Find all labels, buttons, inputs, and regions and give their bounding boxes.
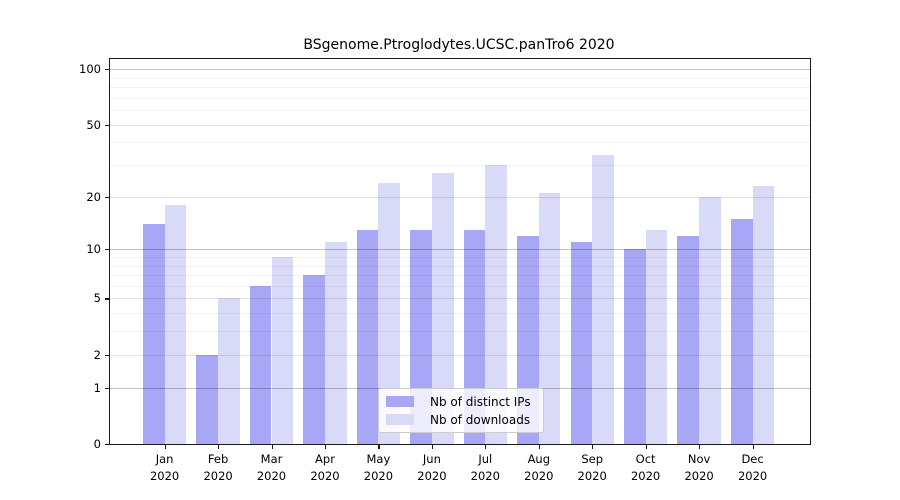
- bar-nov-downloads: [699, 196, 721, 444]
- legend-entry-distinct-ips: Nb of distinct IPs: [386, 394, 543, 409]
- x-tick-label-oct: Oct 2020: [630, 452, 661, 483]
- x-tick-label-jul: Jul 2020: [470, 452, 500, 483]
- x-tick-label-mar: Mar 2020: [256, 452, 287, 483]
- bar-oct-downloads: [645, 229, 668, 444]
- bar-jan-ips: [142, 224, 165, 444]
- x-tick-jan: [164, 445, 166, 449]
- x-tick-sep: [592, 445, 594, 449]
- x-tick-mar: [271, 445, 273, 449]
- y-tick-label-10: 10: [86, 242, 101, 257]
- legend-swatch-distinct-ips: [386, 396, 414, 407]
- bar-jun-downloads: [431, 173, 454, 444]
- y-tick-label-100: 100: [79, 62, 101, 76]
- legend-label-distinct-ips: Nb of distinct IPs: [430, 394, 531, 409]
- y-tick-100: [105, 69, 110, 71]
- x-tick-label-jan: Jan 2020: [149, 452, 180, 483]
- y-tick-label-5: 5: [93, 291, 101, 306]
- x-tick-feb: [218, 445, 220, 449]
- x-tick-label-dec: Dec 2020: [737, 452, 768, 483]
- x-tick-label-jun: Jun 2020: [417, 452, 447, 483]
- bar-may-ips: [356, 229, 379, 444]
- bar-dec-downloads: [752, 185, 775, 444]
- y-tick-20: [105, 196, 110, 198]
- y-tick-50: [105, 124, 110, 126]
- y-tick-0: [105, 444, 110, 446]
- x-tick-nov: [699, 445, 701, 449]
- x-tick-jul: [485, 445, 487, 449]
- y-tick-label-50: 50: [86, 117, 101, 132]
- x-tick-apr: [325, 445, 327, 449]
- bar-aug-downloads: [538, 192, 561, 444]
- chart-title: BSgenome.Ptroglodytes.UCSC.panTro6 2020: [303, 37, 615, 53]
- x-tick-dec: [752, 445, 754, 449]
- y-tick-label-20: 20: [86, 189, 101, 204]
- y-tick-2: [105, 354, 110, 356]
- x-tick-label-aug: Aug 2020: [524, 452, 554, 483]
- x-tick-oct: [645, 445, 647, 449]
- x-tick-label-sep: Sep 2020: [577, 452, 607, 483]
- bar-sep-downloads: [592, 155, 614, 444]
- x-tick-label-apr: Apr 2020: [310, 452, 340, 483]
- x-tick-jun: [431, 445, 434, 449]
- y-tick-label-0: 0: [93, 437, 101, 451]
- x-tick-label-nov: Nov 2020: [684, 452, 714, 483]
- bar-mar-ips: [249, 285, 272, 444]
- bar-mar-downloads: [271, 256, 294, 444]
- plot-area: Nb of distinct IPs Nb of downloads: [109, 58, 811, 445]
- bar-sep-ips: [570, 242, 593, 444]
- legend-entry-downloads: Nb of downloads: [386, 412, 543, 427]
- x-tick-may: [378, 445, 380, 449]
- bar-oct-ips: [623, 249, 646, 444]
- legend: Nb of distinct IPs Nb of downloads: [378, 388, 544, 433]
- y-tick-10: [105, 249, 110, 251]
- x-tick-label-may: May 2020: [363, 452, 394, 483]
- bar-feb-downloads: [218, 298, 240, 444]
- bar-nov-ips: [677, 235, 700, 444]
- legend-label-downloads: Nb of downloads: [430, 412, 531, 427]
- y-tick-1: [105, 387, 110, 389]
- bar-may-downloads: [378, 182, 401, 444]
- x-tick-label-feb: Feb 2020: [203, 452, 233, 483]
- y-tick-label-2: 2: [93, 347, 101, 362]
- bar-feb-ips: [196, 354, 219, 444]
- bar-jan-downloads: [164, 204, 187, 444]
- y-tick-5: [105, 298, 110, 300]
- bar-apr-ips: [303, 275, 325, 444]
- bar-apr-downloads: [325, 242, 347, 444]
- bar-dec-ips: [730, 218, 753, 444]
- bar-jul-downloads: [485, 165, 507, 444]
- legend-swatch-downloads: [386, 414, 414, 425]
- bars-layer: [110, 59, 810, 444]
- x-tick-aug: [538, 445, 540, 449]
- y-tick-label-1: 1: [93, 380, 101, 395]
